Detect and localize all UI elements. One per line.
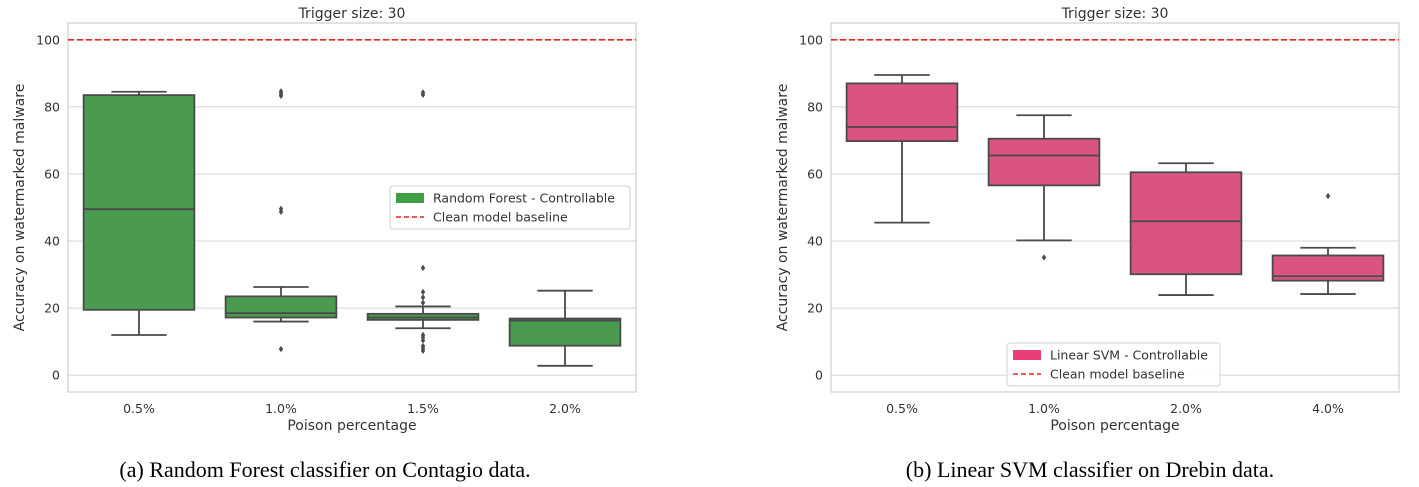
chart-title: Trigger size: 30 [1061, 6, 1169, 22]
y-tick-label: 80 [44, 99, 60, 114]
y-tick-label: 20 [807, 301, 823, 316]
outlier-point [420, 342, 426, 350]
outlier-point [420, 264, 426, 272]
outlier-point [1325, 192, 1331, 200]
box [224, 295, 338, 319]
x-tick-label: 0.5% [123, 401, 155, 416]
outlier-point [278, 88, 284, 95]
chart-title: Trigger size: 30 [298, 6, 406, 22]
x-axis-label: Poison percentage [287, 418, 416, 434]
y-tick-label: 80 [807, 99, 823, 114]
outlier-point [420, 331, 426, 339]
outlier-point [278, 345, 284, 353]
y-tick-label: 40 [44, 234, 60, 249]
legend-patch [396, 193, 424, 203]
legend-patch [1013, 350, 1041, 360]
x-tick-label: 4.0% [1312, 401, 1344, 416]
legend-box [1006, 342, 1221, 387]
y-tick-label: 0 [52, 368, 60, 383]
y-tick-label: 60 [807, 166, 823, 181]
y-tick-label: 100 [799, 32, 823, 47]
x-tick-label: 1.0% [265, 401, 297, 416]
box [1129, 171, 1243, 276]
chart-panel-a: 0 20 40 60 80 100 0.5% 1.0% 1.5% 2.0% Poison perce… [12, 6, 637, 434]
y-tick-label: 60 [44, 166, 60, 181]
y-axis-label: Accuracy on watermarked malware [12, 84, 28, 332]
box [508, 317, 622, 347]
outlier-point [1041, 254, 1047, 261]
caption-b: (b) Linear SVM classifier on Drebin data… [905, 457, 1275, 482]
caption-a: (a) Random Forest classifier on Contagio… [119, 457, 531, 482]
outlier-point [278, 205, 284, 213]
legend-label-series: Random Forest - Controllable [433, 191, 615, 206]
legend-label-baseline: Clean model baseline [1050, 367, 1185, 382]
plot-frame [830, 22, 1400, 393]
y-tick-label: 100 [36, 32, 60, 47]
outlier-point [420, 288, 426, 296]
y-axis-label: Accuracy on watermarked malware [775, 84, 791, 332]
x-tick-label: 0.5% [886, 401, 918, 416]
box [82, 94, 196, 311]
chart-panel-b: 0 20 40 60 80 100 0.5% 1.0% 2.0% 4.0% Poison perce… [775, 6, 1400, 434]
x-tick-label: 2.0% [549, 401, 581, 416]
x-tick-label: 1.0% [1028, 401, 1060, 416]
legend-label-baseline: Clean model baseline [433, 210, 568, 225]
x-axis-label: Poison percentage [1050, 418, 1179, 434]
y-tick-label: 20 [44, 301, 60, 316]
outlier-point [420, 299, 426, 306]
plot-frame [67, 22, 637, 393]
x-tick-label: 1.5% [407, 401, 439, 416]
legend-label-series: Linear SVM - Controllable [1050, 348, 1208, 363]
x-tick-label: 2.0% [1170, 401, 1202, 416]
box [987, 137, 1101, 187]
box [845, 82, 959, 142]
y-tick-label: 40 [807, 234, 823, 249]
outlier-point [420, 89, 426, 96]
y-tick-label: 0 [815, 368, 823, 383]
outlier-point [420, 294, 426, 301]
legend-box [389, 185, 631, 230]
